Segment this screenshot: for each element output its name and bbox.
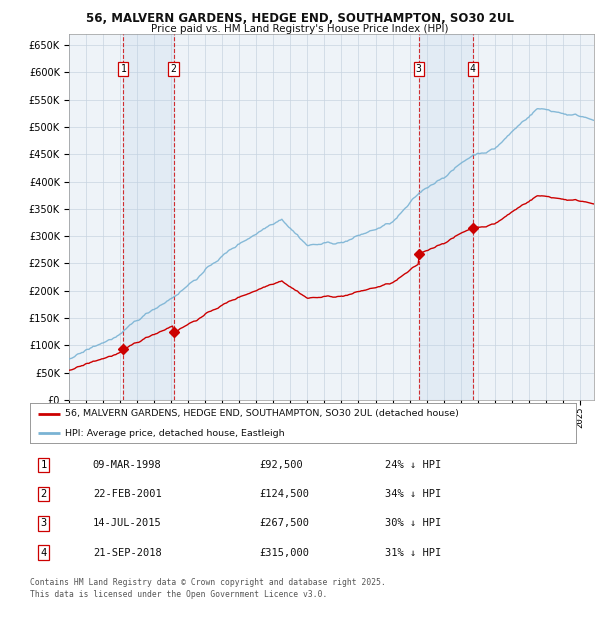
- Text: 56, MALVERN GARDENS, HEDGE END, SOUTHAMPTON, SO30 2UL (detached house): 56, MALVERN GARDENS, HEDGE END, SOUTHAMP…: [65, 409, 460, 419]
- Text: £92,500: £92,500: [259, 460, 303, 470]
- Text: 2: 2: [41, 489, 47, 499]
- Text: Contains HM Land Registry data © Crown copyright and database right 2025.
This d: Contains HM Land Registry data © Crown c…: [30, 578, 386, 599]
- Text: £315,000: £315,000: [259, 547, 310, 557]
- Text: 30% ↓ HPI: 30% ↓ HPI: [385, 518, 441, 528]
- Text: 3: 3: [41, 518, 47, 528]
- Bar: [124, 34, 173, 400]
- Text: 1: 1: [121, 64, 126, 74]
- Text: 24% ↓ HPI: 24% ↓ HPI: [385, 460, 441, 470]
- Text: 4: 4: [470, 64, 476, 74]
- Text: 14-JUL-2015: 14-JUL-2015: [93, 518, 161, 528]
- Text: 1: 1: [41, 460, 47, 470]
- Text: 34% ↓ HPI: 34% ↓ HPI: [385, 489, 441, 499]
- Text: 09-MAR-1998: 09-MAR-1998: [93, 460, 161, 470]
- Text: Price paid vs. HM Land Registry's House Price Index (HPI): Price paid vs. HM Land Registry's House …: [151, 24, 449, 33]
- Text: £124,500: £124,500: [259, 489, 310, 499]
- Bar: [419, 34, 473, 400]
- Text: 56, MALVERN GARDENS, HEDGE END, SOUTHAMPTON, SO30 2UL: 56, MALVERN GARDENS, HEDGE END, SOUTHAMP…: [86, 12, 514, 25]
- Text: 22-FEB-2001: 22-FEB-2001: [93, 489, 161, 499]
- Text: 21-SEP-2018: 21-SEP-2018: [93, 547, 161, 557]
- Text: HPI: Average price, detached house, Eastleigh: HPI: Average price, detached house, East…: [65, 428, 285, 438]
- Text: 3: 3: [416, 64, 422, 74]
- Text: 2: 2: [170, 64, 176, 74]
- Text: 31% ↓ HPI: 31% ↓ HPI: [385, 547, 441, 557]
- Text: £267,500: £267,500: [259, 518, 310, 528]
- Text: 4: 4: [41, 547, 47, 557]
